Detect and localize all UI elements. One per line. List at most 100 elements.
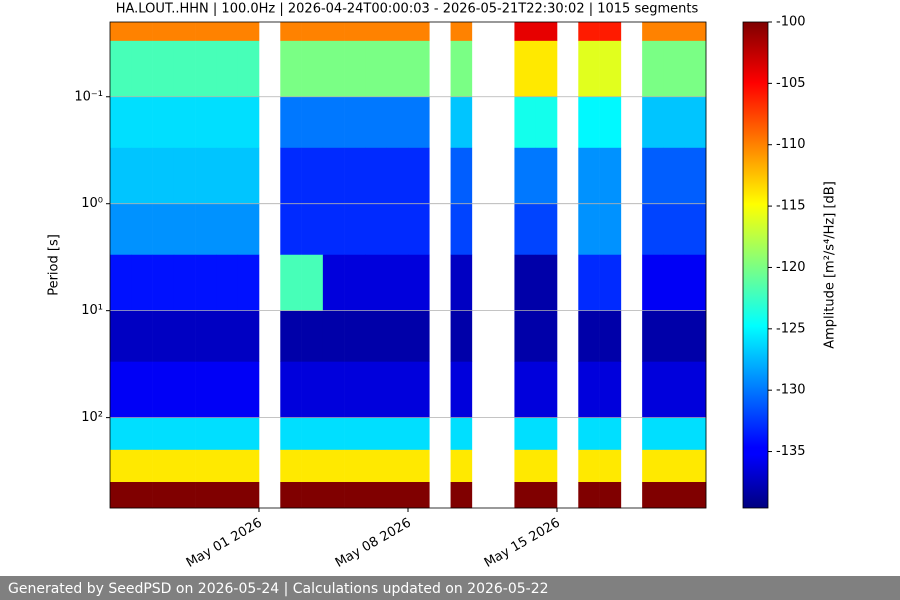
heatmap-cell bbox=[514, 22, 537, 42]
heatmap-cell bbox=[535, 40, 558, 98]
heatmap-cell bbox=[663, 417, 686, 451]
heatmap-cell bbox=[131, 310, 153, 362]
heatmap-cell bbox=[301, 417, 324, 451]
heatmap-cell bbox=[535, 96, 558, 149]
heatmap-cell bbox=[216, 361, 239, 418]
heatmap-cell bbox=[216, 310, 239, 362]
heatmap-cell bbox=[386, 22, 409, 42]
heatmap-cell bbox=[216, 417, 239, 451]
heatmap-cell bbox=[578, 254, 600, 311]
heatmap-cell bbox=[642, 361, 664, 418]
heatmap-cell bbox=[684, 417, 707, 451]
heatmap-cell bbox=[237, 96, 260, 149]
heatmap-cell bbox=[131, 361, 153, 418]
heatmap-cell bbox=[514, 203, 537, 256]
footer-text: Generated by SeedPSD on 2026-05-24 | Cal… bbox=[8, 581, 549, 597]
heatmap-cell bbox=[344, 96, 366, 149]
heatmap-cell bbox=[280, 96, 302, 149]
heatmap-cell bbox=[322, 147, 345, 205]
colorbar-tick-label: -130 bbox=[776, 383, 806, 398]
colorbar-label: Amplitude [m²/s⁴/Hz] [dB] bbox=[823, 181, 838, 349]
heatmap-cell bbox=[408, 254, 430, 311]
heatmap-cell bbox=[131, 254, 153, 311]
heatmap-cell bbox=[578, 310, 600, 362]
heatmap-cell bbox=[195, 449, 217, 483]
heatmap-cell bbox=[280, 22, 302, 42]
heatmap-cell bbox=[663, 254, 686, 311]
heatmap-cell bbox=[386, 310, 409, 362]
heatmap-cell bbox=[642, 417, 664, 451]
heatmap-cell bbox=[535, 361, 558, 418]
heatmap-cell bbox=[663, 147, 686, 205]
heatmap-cell bbox=[110, 203, 132, 256]
colorbar-tick-label: -115 bbox=[776, 199, 806, 214]
heatmap-cell bbox=[301, 449, 324, 483]
heatmap-cell bbox=[110, 254, 132, 311]
heatmap-cell bbox=[152, 40, 175, 98]
heatmap-cell bbox=[514, 482, 537, 509]
heatmap-cell bbox=[365, 254, 388, 311]
heatmap-cell bbox=[578, 361, 600, 418]
heatmap-cell bbox=[408, 40, 430, 98]
heatmap-cell bbox=[344, 417, 366, 451]
heatmap-cell bbox=[110, 449, 132, 483]
plot-frame bbox=[109, 21, 707, 509]
colorbar-tick-label: -125 bbox=[776, 321, 806, 336]
heatmap-cell bbox=[195, 22, 217, 42]
heatmap-cell bbox=[110, 417, 132, 451]
heatmap-cell bbox=[365, 40, 388, 98]
heatmap-cell bbox=[684, 449, 707, 483]
heatmap-cell bbox=[344, 22, 366, 42]
heatmap-cell bbox=[237, 449, 260, 483]
heatmap-cell bbox=[280, 203, 302, 256]
heatmap-cell bbox=[386, 417, 409, 451]
heatmap-cell bbox=[663, 22, 686, 42]
heatmap-cell bbox=[642, 203, 664, 256]
heatmap-cell bbox=[599, 254, 622, 311]
heatmap-cell bbox=[301, 96, 324, 149]
heatmap-cell bbox=[110, 361, 132, 418]
heatmap-cell bbox=[663, 449, 686, 483]
heatmap-cell bbox=[642, 254, 664, 311]
heatmap-cell bbox=[173, 96, 196, 149]
heatmap-cell bbox=[365, 482, 388, 509]
heatmap-cell bbox=[173, 147, 196, 205]
heatmap-cell bbox=[322, 449, 345, 483]
heatmap-cell bbox=[642, 96, 664, 149]
heatmap-cell bbox=[578, 147, 600, 205]
heatmap-cell bbox=[408, 361, 430, 418]
heatmap-cell bbox=[365, 310, 388, 362]
heatmap-cell bbox=[578, 482, 600, 509]
heatmap-cell bbox=[237, 40, 260, 98]
heatmap-cell bbox=[322, 482, 345, 509]
heatmap-cell bbox=[684, 203, 707, 256]
heatmap-cell bbox=[152, 361, 175, 418]
heatmap-cell bbox=[450, 417, 473, 451]
heatmap-cell bbox=[450, 310, 473, 362]
heatmap-cell bbox=[408, 449, 430, 483]
heatmap-cell bbox=[684, 482, 707, 509]
heatmap-cell bbox=[514, 449, 537, 483]
heatmap-cell bbox=[110, 310, 132, 362]
heatmap-cell bbox=[131, 482, 153, 509]
heatmap-cell bbox=[173, 482, 196, 509]
heatmap-cell bbox=[684, 310, 707, 362]
heatmap-cell bbox=[599, 417, 622, 451]
heatmap-cell bbox=[408, 96, 430, 149]
heatmap-cell bbox=[322, 40, 345, 98]
heatmap-cell bbox=[280, 417, 302, 451]
heatmap-cell bbox=[131, 96, 153, 149]
heatmap-cell bbox=[365, 449, 388, 483]
heatmap-cell bbox=[599, 310, 622, 362]
heatmap-cell bbox=[365, 203, 388, 256]
heatmap-cell bbox=[173, 22, 196, 42]
heatmap-cell bbox=[365, 417, 388, 451]
heatmap-cell bbox=[684, 96, 707, 149]
heatmap-cell bbox=[642, 310, 664, 362]
x-tick-label: May 15 2026 bbox=[482, 516, 563, 571]
heatmap-cell bbox=[535, 310, 558, 362]
heatmap-cell bbox=[599, 40, 622, 98]
heatmap-cell bbox=[365, 22, 388, 42]
heatmap-cell bbox=[599, 96, 622, 149]
